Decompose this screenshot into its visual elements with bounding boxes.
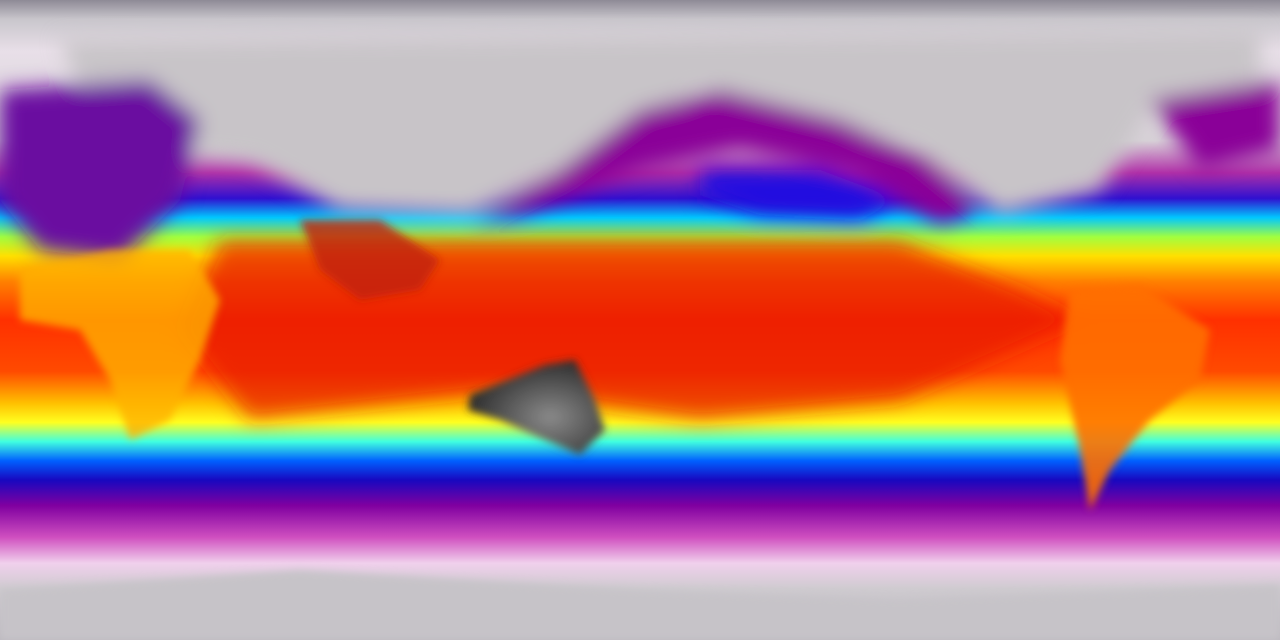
northern-gray-region xyxy=(60,30,1260,215)
south-america xyxy=(1060,285,1210,510)
antarctica xyxy=(0,570,1280,640)
atlantic-north-magenta xyxy=(1150,80,1280,170)
north-pacific-blue xyxy=(700,170,900,220)
europe-purple xyxy=(0,80,200,260)
africa xyxy=(20,250,220,440)
arabia-india xyxy=(300,220,440,300)
australia xyxy=(468,360,605,455)
northern-magenta-band xyxy=(470,90,980,225)
